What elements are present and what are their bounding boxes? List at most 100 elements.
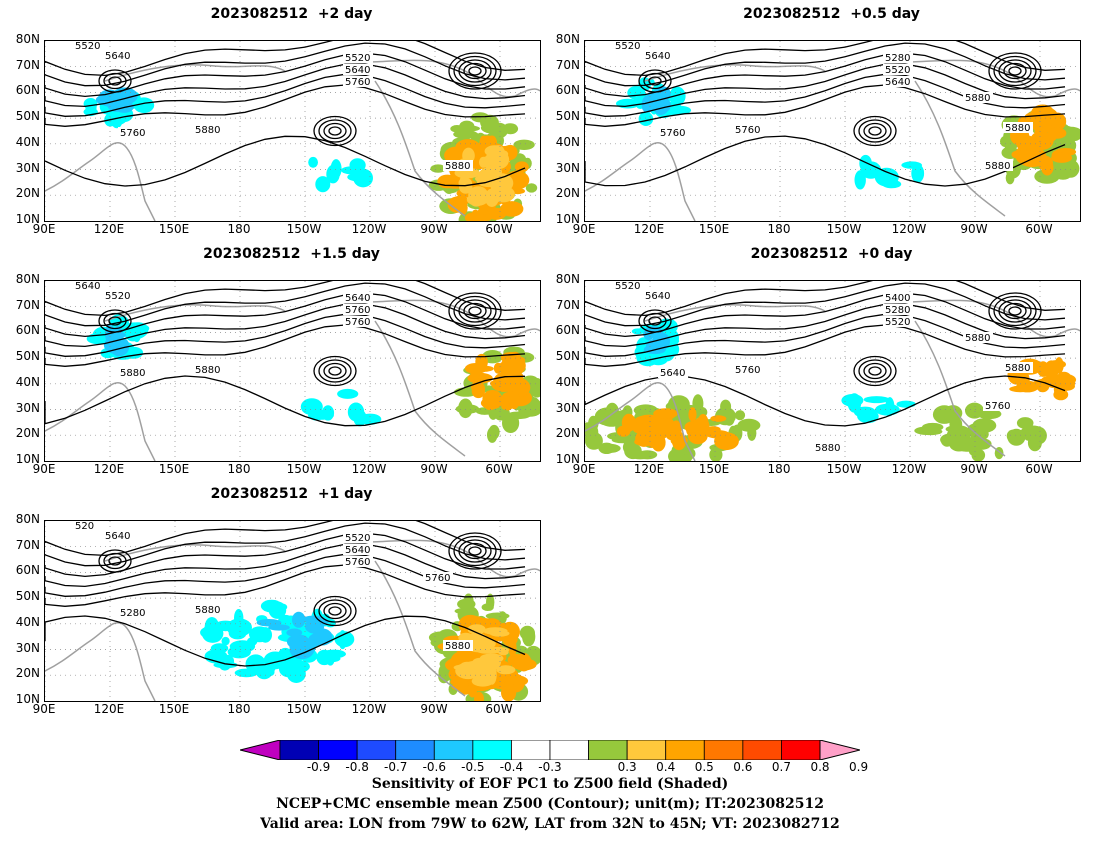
shading-blob bbox=[498, 648, 509, 656]
contour-label: 5760 bbox=[120, 128, 145, 139]
z500-contour bbox=[45, 313, 526, 357]
contour-label: 5880 bbox=[965, 93, 990, 104]
closed-contour bbox=[643, 312, 667, 330]
z500-contour bbox=[45, 543, 526, 588]
closed-contour bbox=[1003, 302, 1027, 320]
shading-blob bbox=[256, 619, 282, 627]
shading-blob bbox=[1016, 380, 1039, 393]
lon-label: 150E bbox=[158, 222, 190, 236]
closed-contour bbox=[858, 119, 892, 143]
shading-blob bbox=[496, 665, 516, 675]
shading-blob bbox=[511, 658, 537, 671]
contour-label-bg bbox=[343, 292, 373, 303]
closed-contour bbox=[858, 359, 892, 383]
contour-label: 5640 bbox=[105, 531, 130, 542]
contour-label-bg bbox=[343, 316, 373, 327]
lon-label: 150E bbox=[698, 222, 730, 236]
contour-label-bg bbox=[643, 290, 673, 301]
lon-label: 150W bbox=[286, 462, 322, 476]
shading-blob bbox=[486, 593, 495, 611]
shading-blob bbox=[228, 627, 247, 640]
lat-label: 20N bbox=[15, 426, 40, 441]
colorbar-tick-label: -0.7 bbox=[383, 760, 408, 774]
contour-label-bg bbox=[103, 530, 133, 541]
contour-label-bg bbox=[343, 532, 373, 543]
lat-label: 50N bbox=[555, 349, 580, 364]
contour-label: 5880 bbox=[1005, 123, 1030, 134]
coastline bbox=[374, 320, 466, 457]
closed-contour bbox=[648, 316, 662, 326]
shading-blob bbox=[530, 378, 540, 398]
contour-label: 5760 bbox=[345, 305, 370, 316]
contour-label-bg bbox=[613, 281, 643, 291]
closed-contour bbox=[453, 55, 497, 87]
contour-label: 5880 bbox=[120, 368, 145, 379]
lon-label: 180 bbox=[227, 702, 251, 716]
contour-label: 5880 bbox=[445, 161, 470, 172]
contour-label-bg bbox=[658, 367, 688, 378]
lat-label: 10N bbox=[15, 451, 40, 466]
shading-blob bbox=[471, 365, 494, 372]
shading-blob bbox=[971, 448, 986, 461]
contour-label: 5880 bbox=[815, 443, 840, 454]
shading-blob bbox=[453, 130, 478, 139]
contour-label: 5640 bbox=[885, 77, 910, 88]
lat-label: 10N bbox=[555, 451, 580, 466]
contour-label: 5520 bbox=[615, 281, 640, 292]
shading-blob bbox=[508, 391, 520, 410]
shading-blob bbox=[676, 437, 686, 448]
shading-blob bbox=[875, 403, 900, 416]
shading-blob bbox=[221, 636, 230, 646]
lat-label: 50N bbox=[15, 349, 40, 364]
colorbar-tick-label: 0.8 bbox=[810, 760, 830, 774]
closed-contour bbox=[468, 306, 482, 316]
contour-label: 5280 bbox=[885, 53, 910, 64]
lat-label: 40N bbox=[15, 614, 40, 629]
contour-label-bg bbox=[733, 364, 763, 375]
shading-blob bbox=[911, 164, 925, 183]
contour-label: 5880 bbox=[195, 125, 220, 136]
z500-contour bbox=[45, 375, 526, 427]
z500-contour bbox=[45, 292, 526, 338]
shading-blob bbox=[201, 623, 224, 643]
closed-contour bbox=[448, 292, 502, 330]
lat-label: 10N bbox=[15, 691, 40, 706]
contour-label-bg bbox=[1003, 362, 1033, 373]
coastline bbox=[45, 141, 156, 221]
shading-blob bbox=[447, 196, 467, 213]
closed-contour bbox=[463, 302, 487, 320]
closed-contour bbox=[638, 69, 672, 93]
lat-label: 20N bbox=[15, 666, 40, 681]
colorbar-swatch bbox=[665, 739, 705, 761]
coastline bbox=[374, 80, 466, 217]
contour-label-bg bbox=[883, 304, 913, 315]
shading-blob bbox=[260, 599, 283, 613]
contour-label: 5760 bbox=[345, 317, 370, 328]
lat-label: 40N bbox=[15, 134, 40, 149]
shading-blob bbox=[110, 332, 126, 339]
contour-label-bg bbox=[193, 604, 223, 615]
contour-label: 5520 bbox=[345, 533, 370, 544]
contour-label-bg bbox=[118, 127, 148, 138]
colorbar: -0.9 -0.8 -0.7 -0.6 -0.5 -0.4 -0.3 0.3 0.4 0.5 0.6… bbox=[239, 739, 868, 780]
lat-label: 50N bbox=[15, 109, 40, 124]
shading-blob bbox=[286, 664, 306, 683]
z500-contour bbox=[45, 73, 526, 117]
lat-label: 70N bbox=[15, 297, 40, 312]
contour-label-bg bbox=[193, 364, 223, 375]
contour-label-bg bbox=[73, 521, 97, 531]
z500-contour bbox=[45, 52, 526, 98]
lon-label: 90W bbox=[960, 222, 988, 236]
z500-contour bbox=[585, 292, 1066, 338]
coastline bbox=[45, 621, 156, 701]
lon-label: 90W bbox=[420, 462, 448, 476]
lat-label: 60N bbox=[15, 563, 40, 578]
colorbar-tick-label: -0.6 bbox=[422, 760, 446, 774]
lon-label: 60W bbox=[1025, 222, 1053, 236]
contour-label-bg bbox=[103, 290, 133, 301]
caption-line-1: Sensitivity of EOF PC1 to Z500 field (Sh… bbox=[371, 776, 729, 792]
contour-label: 5520 bbox=[885, 65, 910, 76]
contour-label-bg bbox=[813, 442, 843, 453]
contour-label-bg bbox=[1003, 122, 1033, 133]
